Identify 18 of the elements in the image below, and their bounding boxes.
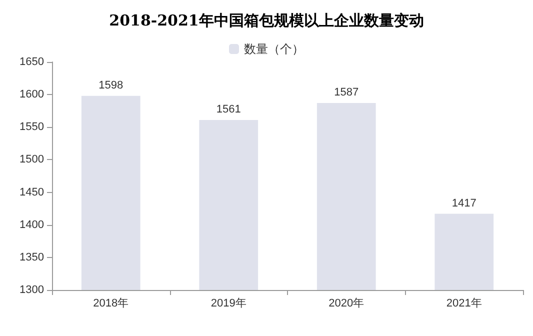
y-tick-label: 1400 [20,218,44,231]
y-tick-label: 1450 [20,186,44,198]
x-tick-label: 2021年 [446,298,482,310]
x-tick-label: 2018年 [93,298,129,310]
y-tick-label: 1600 [20,88,44,101]
legend-label: 数量（个） [244,42,304,56]
y-tick-label: 1550 [20,121,44,134]
y-tick-label: 1350 [20,251,44,264]
y-tick-label: 1650 [20,56,44,68]
y-tick-label: 1500 [20,154,44,166]
y-tick-label: 1300 [20,284,44,296]
chart-title: 2018-2021年中国箱包规模以上企业数量变动 [109,12,424,30]
x-tick-label: 2019年 [210,298,246,310]
data-label: 1561 [216,103,241,116]
data-label: 1587 [334,86,359,99]
data-label: 1598 [98,79,124,92]
data-label: 1417 [452,197,476,210]
x-tick-label: 2020年 [328,298,364,310]
